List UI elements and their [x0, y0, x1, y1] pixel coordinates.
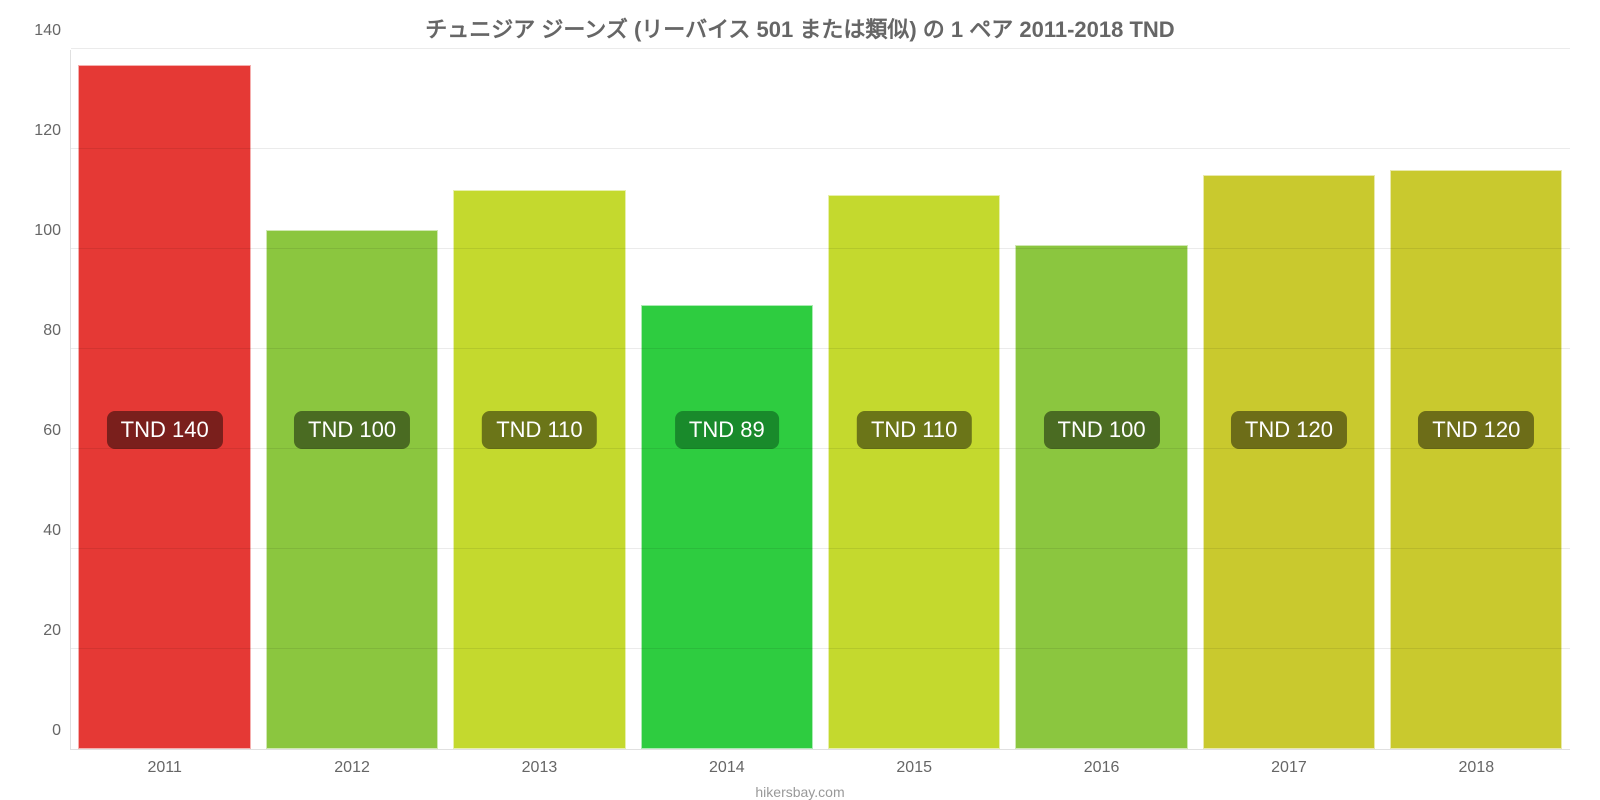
- bar: [828, 195, 1000, 749]
- x-tick-label: 2017: [1271, 749, 1307, 777]
- bars-container: TND 1402011TND 1002012TND 1102013TND 892…: [71, 50, 1570, 749]
- gridline: [71, 48, 1570, 49]
- bar-value-label: TND 110: [857, 411, 971, 449]
- bar-slot: TND 1202018: [1383, 50, 1570, 749]
- y-tick-label: 120: [34, 122, 71, 140]
- bar-slot: TND 1002016: [1008, 50, 1195, 749]
- y-tick-label: 140: [34, 22, 71, 40]
- plot-area: TND 1402011TND 1002012TND 1102013TND 892…: [70, 50, 1570, 750]
- bar: [641, 305, 813, 749]
- y-tick-label: 20: [43, 622, 71, 640]
- x-tick-label: 2014: [709, 749, 745, 777]
- y-tick-label: 80: [43, 322, 71, 340]
- bar: [1390, 170, 1562, 749]
- bar-slot: TND 1102013: [446, 50, 633, 749]
- chart-source: hikersbay.com: [755, 784, 844, 800]
- gridline: [71, 248, 1570, 249]
- bar-slot: TND 1402011: [71, 50, 258, 749]
- bar: [453, 190, 625, 749]
- bar-slot: TND 892014: [633, 50, 820, 749]
- x-tick-label: 2015: [896, 749, 932, 777]
- bar: [266, 230, 438, 749]
- chart-title: チュニジア ジーンズ (リーバイス 501 または類似) の 1 ペア 2011…: [0, 0, 1600, 44]
- bar-value-label: TND 140: [107, 411, 223, 449]
- y-tick-label: 0: [52, 722, 71, 740]
- gridline: [71, 348, 1570, 349]
- bar-value-label: TND 120: [1418, 411, 1534, 449]
- bar-slot: TND 1202017: [1195, 50, 1382, 749]
- bar: [78, 65, 250, 749]
- gridline: [71, 148, 1570, 149]
- y-tick-label: 40: [43, 522, 71, 540]
- bar: [1015, 245, 1187, 749]
- bar-value-label: TND 89: [675, 411, 779, 449]
- bar-value-label: TND 100: [1044, 411, 1160, 449]
- bar-value-label: TND 120: [1231, 411, 1347, 449]
- bar-value-label: TND 110: [482, 411, 596, 449]
- bar-value-label: TND 100: [294, 411, 410, 449]
- gridline: [71, 448, 1570, 449]
- x-tick-label: 2011: [147, 749, 181, 777]
- gridline: [71, 548, 1570, 549]
- bar-slot: TND 1102015: [821, 50, 1008, 749]
- bar: [1203, 175, 1375, 749]
- x-tick-label: 2012: [334, 749, 370, 777]
- bar-slot: TND 1002012: [258, 50, 445, 749]
- gridline: [71, 648, 1570, 649]
- y-tick-label: 60: [43, 422, 71, 440]
- x-tick-label: 2013: [522, 749, 558, 777]
- x-tick-label: 2018: [1459, 749, 1495, 777]
- bar-chart: チュニジア ジーンズ (リーバイス 501 または類似) の 1 ペア 2011…: [0, 0, 1600, 800]
- x-tick-label: 2016: [1084, 749, 1120, 777]
- y-tick-label: 100: [34, 222, 71, 240]
